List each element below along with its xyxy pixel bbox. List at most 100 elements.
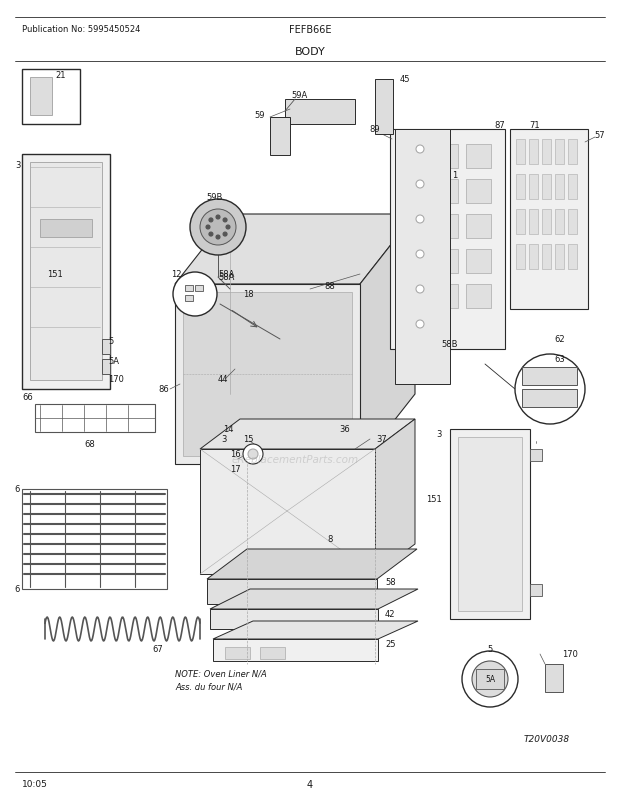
Circle shape <box>226 225 230 229</box>
Text: 59A: 59A <box>292 91 308 99</box>
Bar <box>185 286 193 292</box>
Bar <box>466 249 491 273</box>
Polygon shape <box>213 622 418 639</box>
Bar <box>400 285 425 309</box>
Bar <box>458 437 522 611</box>
Bar <box>225 647 250 659</box>
Text: 66: 66 <box>22 393 33 402</box>
Bar <box>207 579 377 604</box>
Bar <box>516 140 525 164</box>
Text: 42: 42 <box>385 610 396 618</box>
Text: Publication No: 5995450524: Publication No: 5995450524 <box>22 26 140 34</box>
Text: 6: 6 <box>14 485 19 494</box>
Text: 57: 57 <box>595 131 605 140</box>
Bar <box>476 669 504 689</box>
Bar <box>542 245 551 269</box>
Bar <box>433 285 458 309</box>
Bar <box>35 404 155 432</box>
Bar <box>510 130 588 310</box>
Text: 5A: 5A <box>108 357 119 366</box>
Bar <box>213 639 378 661</box>
Text: 59B: 59B <box>207 193 223 202</box>
Bar <box>270 118 290 156</box>
Text: T20V0038: T20V0038 <box>524 735 570 743</box>
Bar <box>466 285 491 309</box>
Bar <box>522 367 577 386</box>
Bar <box>542 140 551 164</box>
Text: 170: 170 <box>108 375 124 384</box>
Bar <box>529 210 538 235</box>
Text: 8: 8 <box>327 535 333 544</box>
Circle shape <box>216 216 220 220</box>
Bar <box>450 429 530 619</box>
Circle shape <box>190 200 246 256</box>
Text: 5A: 5A <box>485 674 495 683</box>
Bar <box>22 155 110 390</box>
Text: 5: 5 <box>108 337 113 346</box>
Text: 3: 3 <box>15 160 20 169</box>
Bar <box>183 293 352 456</box>
Bar <box>530 585 542 596</box>
Bar <box>260 647 285 659</box>
Bar <box>545 664 563 692</box>
Bar <box>22 489 167 589</box>
Text: BODY: BODY <box>294 47 326 57</box>
Text: 44: 44 <box>218 375 229 384</box>
Bar <box>568 140 577 164</box>
Text: 3: 3 <box>221 435 227 444</box>
Text: 10:05: 10:05 <box>22 780 48 788</box>
Text: 67: 67 <box>153 645 164 654</box>
Circle shape <box>416 286 424 294</box>
Bar <box>210 610 378 630</box>
Text: 1: 1 <box>453 170 458 180</box>
Text: 68: 68 <box>84 440 95 449</box>
Text: 5: 5 <box>487 645 493 654</box>
Circle shape <box>216 236 220 240</box>
Bar <box>400 180 425 204</box>
Bar <box>195 286 203 292</box>
Bar <box>102 359 110 375</box>
Text: 89: 89 <box>370 125 380 134</box>
Bar <box>40 220 92 237</box>
Bar <box>400 145 425 168</box>
Text: 3: 3 <box>436 430 442 439</box>
Bar <box>516 175 525 200</box>
Bar <box>433 180 458 204</box>
Circle shape <box>200 210 236 245</box>
Bar <box>466 145 491 168</box>
Bar <box>516 245 525 269</box>
Text: 45: 45 <box>400 75 410 84</box>
Text: 4: 4 <box>307 779 313 789</box>
Text: 151: 151 <box>426 495 442 504</box>
Text: 16: 16 <box>229 450 241 459</box>
Text: 58A: 58A <box>218 273 234 282</box>
Text: 6: 6 <box>14 585 19 593</box>
Text: 58: 58 <box>385 577 396 587</box>
Text: 21: 21 <box>55 71 66 79</box>
Bar <box>433 145 458 168</box>
Bar <box>395 130 450 384</box>
Text: 25: 25 <box>385 640 396 649</box>
Bar <box>375 80 393 135</box>
Circle shape <box>209 233 213 237</box>
Text: 15: 15 <box>243 435 253 444</box>
Text: 59: 59 <box>255 111 265 119</box>
Circle shape <box>206 225 210 229</box>
Text: 14: 14 <box>223 425 233 434</box>
Bar <box>102 339 110 354</box>
Bar <box>568 245 577 269</box>
Bar <box>433 215 458 239</box>
Circle shape <box>223 233 227 237</box>
Bar <box>568 210 577 235</box>
Bar <box>285 100 355 125</box>
Circle shape <box>209 219 213 223</box>
Bar <box>390 130 505 350</box>
Circle shape <box>472 661 508 697</box>
Text: 151: 151 <box>47 270 63 279</box>
Bar <box>530 449 542 461</box>
Circle shape <box>416 146 424 154</box>
Circle shape <box>462 651 518 707</box>
Circle shape <box>243 444 263 464</box>
Text: 88: 88 <box>325 282 335 291</box>
Bar <box>466 180 491 204</box>
